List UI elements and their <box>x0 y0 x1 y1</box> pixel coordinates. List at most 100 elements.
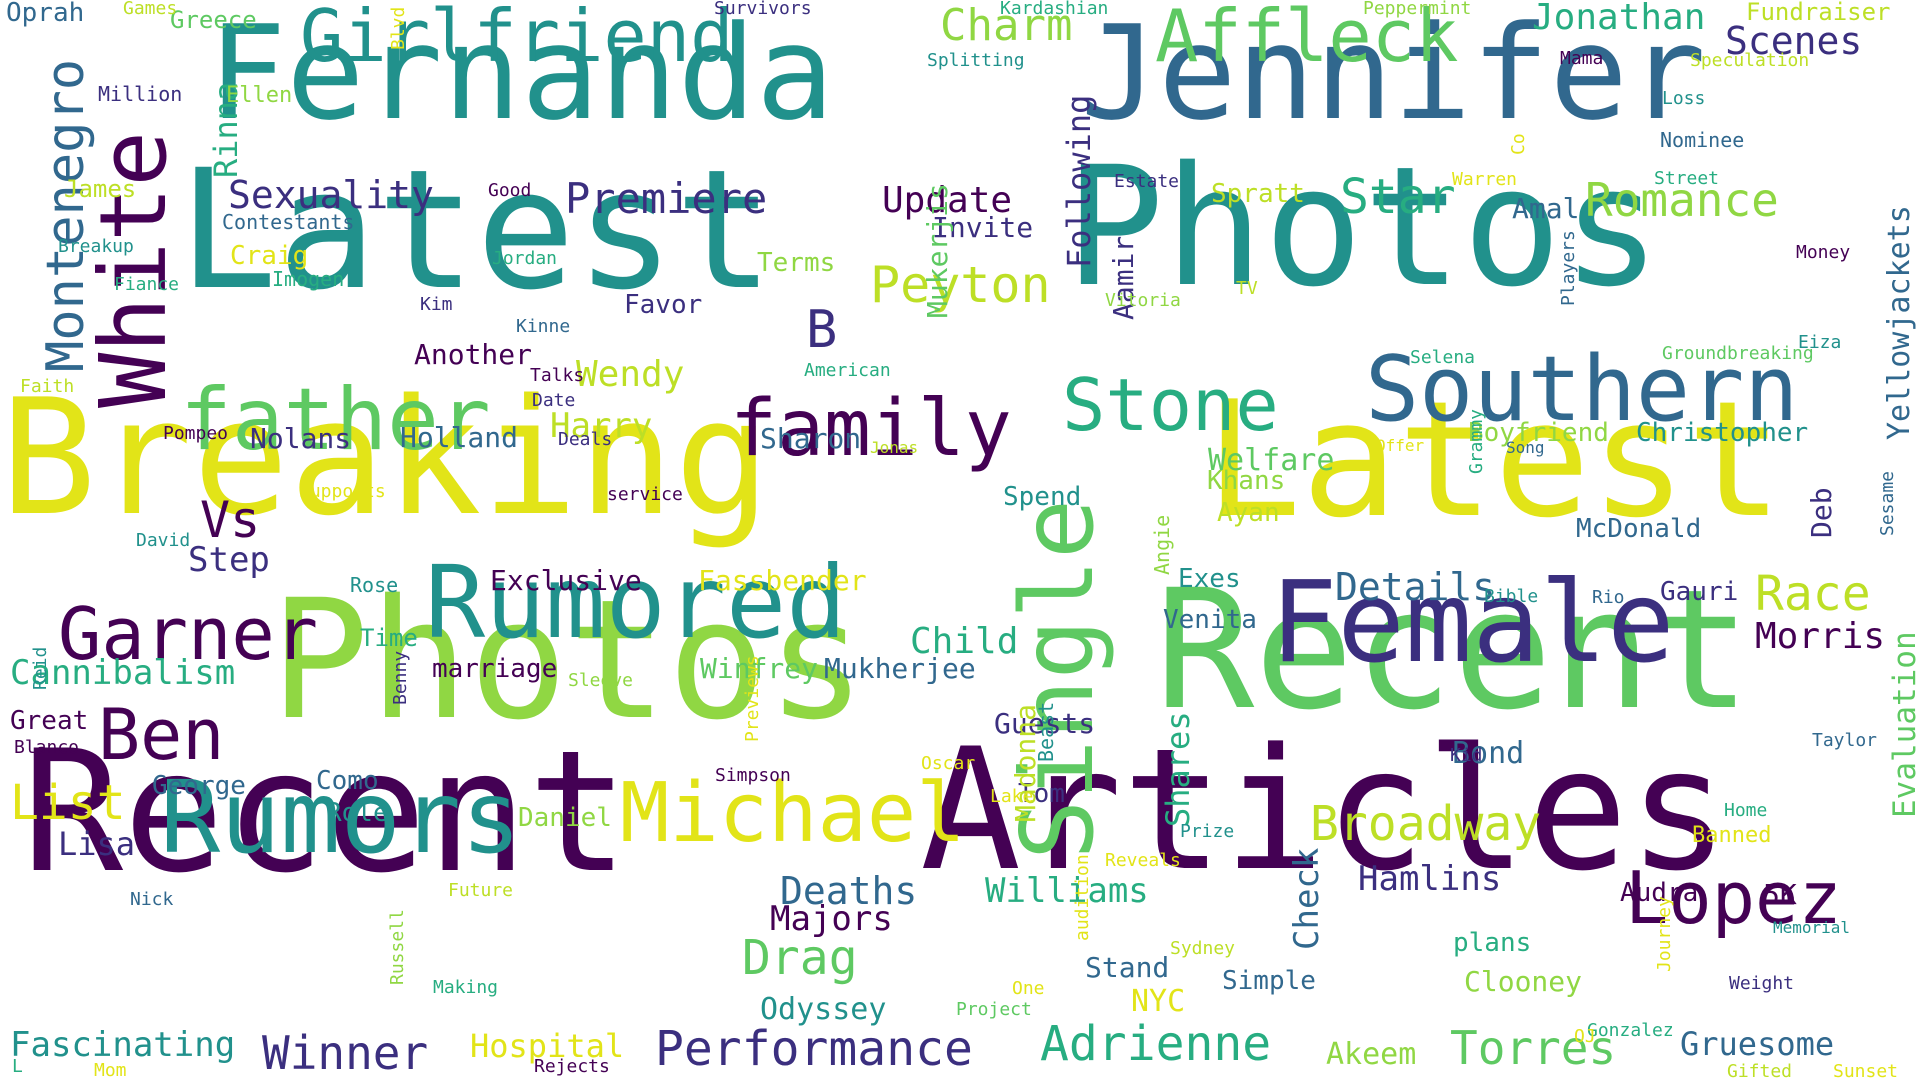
cloud-word: Following <box>1060 94 1098 268</box>
cloud-word: Journey <box>1654 896 1675 972</box>
cloud-word: Prize <box>1180 821 1235 842</box>
cloud-word: Beast <box>1034 701 1058 762</box>
cloud-word: Project <box>956 999 1032 1020</box>
cloud-word: Greece <box>170 6 257 34</box>
cloud-word: Shares <box>1159 711 1197 827</box>
cloud-word: Star <box>1340 169 1456 225</box>
cloud-word: Warren <box>1452 169 1518 190</box>
cloud-word: Breaking <box>0 364 771 551</box>
cloud-word: Mama <box>1560 48 1604 69</box>
cloud-word: Williams <box>985 871 1149 911</box>
cloud-word: Spratt <box>1211 179 1305 209</box>
cloud-word: Angie <box>1150 514 1174 575</box>
cloud-word: James <box>64 175 137 203</box>
cloud-word: Rio <box>1592 587 1625 608</box>
cloud-word: Winfrey <box>700 652 819 685</box>
cloud-word: Ayan <box>1217 498 1280 528</box>
cloud-word: Garner <box>58 592 319 676</box>
cloud-word: Kim <box>420 294 453 315</box>
cloud-word: Grammy <box>1466 408 1487 474</box>
cloud-word: Vitoria <box>1105 290 1181 311</box>
cloud-word: Faith <box>20 376 75 397</box>
cloud-word: Race <box>1755 566 1871 622</box>
cloud-word: Previews <box>742 655 763 742</box>
cloud-word: McDonald <box>1576 514 1702 544</box>
cloud-word: Supports <box>299 481 386 502</box>
cloud-word: Premiere <box>565 174 768 223</box>
cloud-word: Welfare <box>1208 443 1335 478</box>
cloud-word: Daniel <box>518 803 612 833</box>
cloud-word: Recent <box>1155 554 1752 746</box>
cloud-word: Female <box>1270 558 1675 688</box>
cloud-word: Cannibalism <box>10 653 236 693</box>
cloud-word: Nominee <box>1660 128 1745 152</box>
cloud-word: Taylor <box>1812 730 1878 751</box>
cloud-word: Jonathan <box>1532 0 1706 38</box>
cloud-word: Another <box>414 338 533 371</box>
cloud-word: Reveals <box>1105 850 1181 871</box>
cloud-word: Rejects <box>534 1056 610 1077</box>
cloud-word: Clooney <box>1464 965 1583 998</box>
cloud-word: Groundbreaking <box>1662 343 1814 364</box>
cloud-word: Montenegro <box>36 58 96 372</box>
cloud-word: Lisa <box>58 825 136 863</box>
cloud-word: Gifted <box>1727 1061 1793 1080</box>
cloud-word: TV <box>1236 278 1258 299</box>
cloud-word: Sexuality <box>228 173 434 217</box>
cloud-word: Deaths <box>780 869 918 913</box>
cloud-word: Splitting <box>927 50 1025 71</box>
cloud-word: Bond <box>1452 736 1525 771</box>
cloud-word: audition <box>1072 854 1093 941</box>
cloud-word: Deb <box>1805 487 1838 538</box>
cloud-word: Articles <box>920 712 1730 908</box>
cloud-word: Guests <box>994 707 1096 740</box>
cloud-word: Talks <box>530 365 585 386</box>
cloud-word: Money <box>1796 242 1851 263</box>
cloud-word: Photos <box>1065 131 1662 323</box>
cloud-word: Holland <box>400 421 519 454</box>
cloud-word: Sleeve <box>568 670 634 691</box>
cloud-word: Ellen <box>226 83 293 108</box>
cloud-word: Audra <box>1620 878 1699 908</box>
cloud-word: Role <box>326 798 389 828</box>
cloud-word: Russell <box>387 909 408 985</box>
cloud-word: Future <box>448 880 514 901</box>
cloud-word: Weight <box>1729 973 1795 994</box>
cloud-word: Spend <box>1003 482 1082 512</box>
cloud-word: Memorial <box>1773 918 1851 937</box>
cloud-word: Stand <box>1085 951 1170 984</box>
cloud-word: Offer <box>1376 436 1425 455</box>
cloud-word: Loss <box>1662 88 1706 109</box>
cloud-word: Khans <box>1207 466 1286 496</box>
cloud-word: American <box>804 360 891 381</box>
cloud-word: Fiance <box>114 274 180 295</box>
cloud-word: Kinne <box>516 316 571 337</box>
cloud-word: marriage <box>432 654 558 684</box>
cloud-word: Update <box>882 180 1013 221</box>
cloud-word: George <box>152 771 246 801</box>
cloud-word: Co <box>1508 133 1529 155</box>
cloud-word: Christopher <box>1636 418 1809 448</box>
cloud-word: Mom <box>94 1060 127 1080</box>
cloud-word: Recent <box>22 714 629 910</box>
cloud-word: Craig <box>230 241 309 271</box>
cloud-word: Broadway <box>1310 796 1542 852</box>
cloud-word: Romance <box>1585 173 1779 227</box>
cloud-word: Como <box>316 766 379 796</box>
cloud-word: Simple <box>1222 966 1316 996</box>
cloud-word: father <box>180 370 491 470</box>
cloud-word: Morris <box>1755 616 1886 657</box>
cloud-word: Rose <box>350 573 399 597</box>
cloud-word: Benny <box>390 650 411 705</box>
cloud-word: Evaluation <box>1887 631 1920 818</box>
cloud-word: Step <box>188 540 270 580</box>
cloud-word: Song <box>1506 438 1545 457</box>
cloud-word: Jennifer <box>1080 0 1707 149</box>
cloud-word: Drag <box>742 930 858 986</box>
cloud-word: Scenes <box>1725 19 1863 63</box>
cloud-word: 5K <box>1763 878 1797 911</box>
cloud-word: Games <box>123 0 178 19</box>
cloud-word: Hospital <box>470 1027 625 1065</box>
cloud-word: plans <box>1453 928 1532 958</box>
